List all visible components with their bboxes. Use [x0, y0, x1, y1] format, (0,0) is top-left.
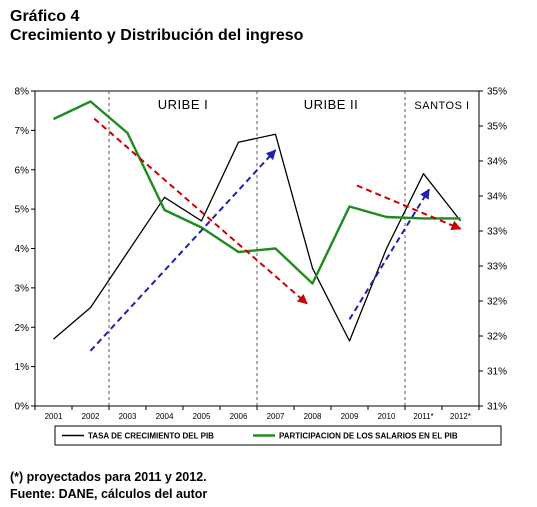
- right-axis-tick-label: 31%: [487, 367, 507, 378]
- right-axis-tick-label: 35%: [487, 122, 507, 133]
- x-axis-tick-label: 2005: [193, 412, 211, 421]
- trend-arrow-blue: [348, 188, 430, 320]
- x-axis-tick-label: 2004: [156, 412, 174, 421]
- chart-title: Gráfico 4: [10, 8, 80, 25]
- legend-label-wage-share: PARTICIPACION DE LOS SALARIOS EN EL PIB: [279, 432, 458, 441]
- series-line-gdp-growth: [53, 133, 462, 342]
- left-axis-tick-label: 0%: [15, 402, 30, 413]
- left-axis-tick-label: 4%: [15, 244, 30, 255]
- period-label: URIBE I: [158, 97, 208, 112]
- x-axis-tick-label: 2003: [119, 412, 137, 421]
- x-axis-tick-label: 2002: [82, 412, 100, 421]
- source-note: Fuente: DANE, cálculos del autor: [10, 487, 208, 501]
- right-axis-tick-label: 34%: [487, 192, 507, 203]
- x-axis-tick-label: 2007: [267, 412, 285, 421]
- left-axis-tick-label: 7%: [15, 126, 30, 137]
- left-axis-tick-label: 5%: [15, 205, 30, 216]
- period-label: URIBE II: [304, 97, 359, 112]
- right-axis-tick-label: 32%: [487, 297, 507, 308]
- x-axis-tick-label: 2001: [45, 412, 63, 421]
- x-axis-tick-label: 2009: [341, 412, 359, 421]
- period-label: SANTOS I: [414, 100, 469, 112]
- projection-note: (*) proyectados para 2011 y 2012.: [10, 470, 207, 484]
- legend-box: [54, 425, 502, 446]
- right-axis-tick-label: 32%: [487, 332, 507, 343]
- x-axis-tick-label: 2012*: [450, 412, 471, 421]
- right-axis-tick-label: 33%: [487, 262, 507, 273]
- left-axis-tick-label: 6%: [15, 165, 30, 176]
- left-axis-tick-label: 3%: [15, 283, 30, 294]
- trend-arrow-red: [356, 184, 462, 230]
- right-axis-tick-label: 34%: [487, 157, 507, 168]
- right-axis-tick-label: 33%: [487, 227, 507, 238]
- trend-arrow-blue: [89, 149, 277, 352]
- trend-arrow-red: [93, 117, 308, 305]
- x-axis-tick-label: 2006: [230, 412, 248, 421]
- x-axis-tick-label: 2011*: [413, 412, 433, 421]
- x-axis-tick-label: 2008: [304, 412, 322, 421]
- right-axis-tick-label: 31%: [487, 402, 507, 413]
- chart-subtitle: Crecimiento y Distribución del ingreso: [10, 27, 304, 44]
- left-axis-tick-label: 8%: [15, 87, 30, 98]
- left-axis-tick-label: 1%: [15, 362, 30, 373]
- series-line-wage-share: [52, 100, 461, 285]
- right-axis-tick-label: 35%: [487, 87, 507, 98]
- x-axis-tick-label: 2010: [378, 412, 396, 421]
- left-axis-tick-label: 2%: [15, 323, 30, 334]
- legend-label-gdp-growth: TASA DE CRECIMIENTO DEL PIB: [88, 432, 214, 441]
